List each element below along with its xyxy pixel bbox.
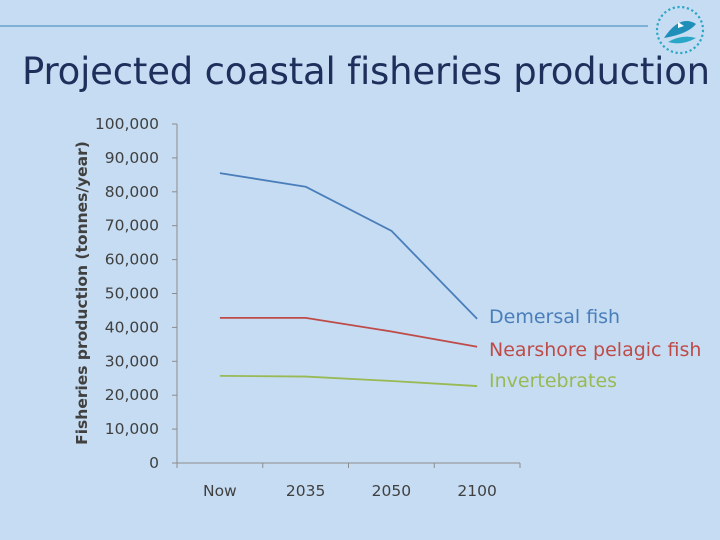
- x-tick-label: 2050: [372, 482, 411, 500]
- series-line-nearshore-pelagic-fish: [219, 317, 478, 348]
- y-tick-label: 100,000: [95, 115, 159, 133]
- series-line-invertebrates: [219, 374, 478, 387]
- y-tick-label: 90,000: [105, 149, 159, 167]
- series-line-demersal-fish: [219, 172, 478, 320]
- y-tick-label: 50,000: [105, 285, 159, 303]
- slide-title: Projected coastal fisheries production: [22, 50, 710, 93]
- legend-label-invertebrates: Invertebrates: [489, 370, 617, 392]
- y-tick-label: 20,000: [105, 386, 159, 404]
- x-tick-label: Now: [203, 482, 237, 500]
- y-tick-label: 40,000: [105, 318, 159, 336]
- x-tick-label: 2035: [286, 482, 325, 500]
- y-tick-label: 80,000: [105, 183, 159, 201]
- y-tick-label: 30,000: [105, 352, 159, 370]
- x-tick-label: 2100: [457, 482, 496, 500]
- y-tick-label: 10,000: [105, 420, 159, 438]
- legend-label-demersal-fish: Demersal fish: [489, 306, 620, 328]
- title-rule: [0, 25, 648, 27]
- y-tick-label: 60,000: [105, 251, 159, 269]
- y-axis-title: Fisheries production (tonnes/year): [73, 141, 91, 445]
- y-tick-label: 0: [149, 454, 159, 472]
- y-tick-label: 70,000: [105, 217, 159, 235]
- legend-label-nearshore-pelagic-fish: Nearshore pelagic fish: [489, 339, 701, 361]
- spc-fish-logo-icon: [654, 4, 706, 56]
